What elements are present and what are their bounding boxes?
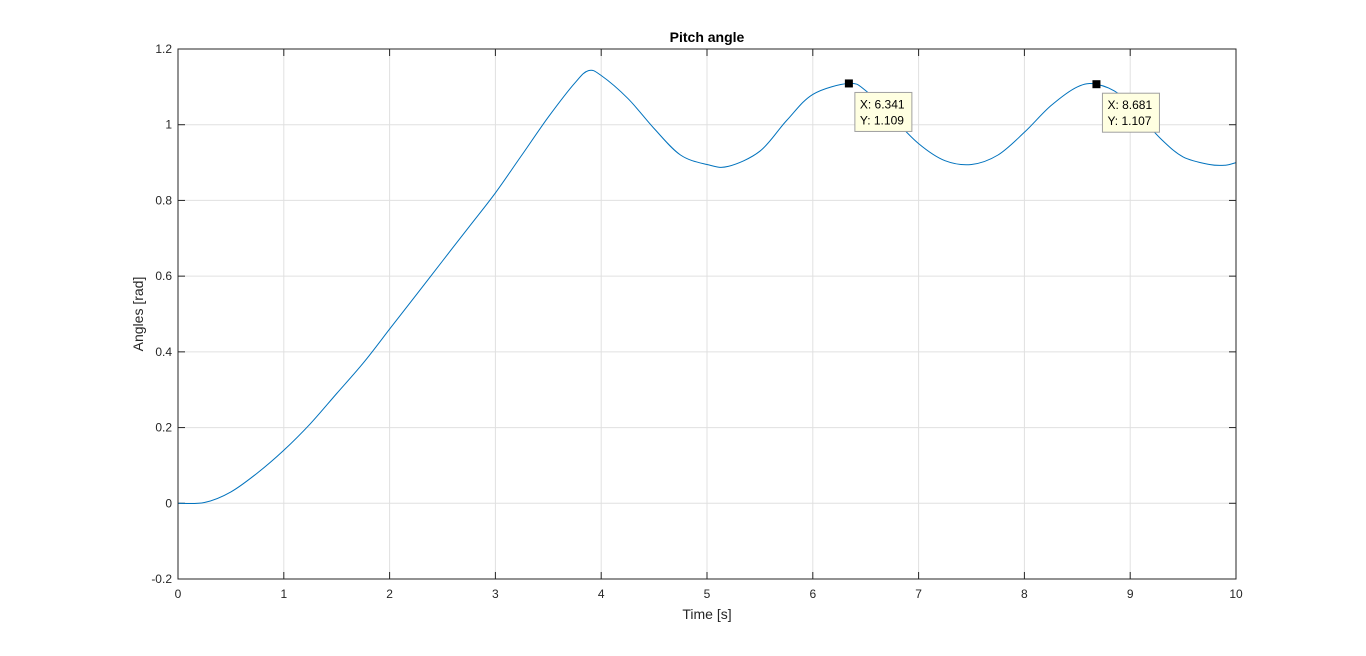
data-tips: X: 6.341 Y: 1.109 X: 8.681 Y: 1.107	[844, 79, 1160, 133]
y-tick-labels: -0.2 0 0.2 0.4 0.6 0.8 1 1.2	[151, 42, 172, 586]
y-tick-label: 0.4	[155, 345, 172, 359]
data-tip-x-text: X: 8.681	[1107, 98, 1152, 112]
y-tick-label: 0.6	[155, 269, 172, 283]
data-tip: X: 8.681 Y: 1.107	[1092, 80, 1160, 133]
y-tick-label: 0	[165, 496, 172, 510]
data-tip-y-text: Y: 1.109	[860, 113, 904, 127]
data-tip-marker	[844, 79, 853, 88]
y-tick-label: 1.2	[155, 42, 172, 56]
x-axis-label: Time [s]	[682, 606, 731, 622]
x-tick-label: 8	[1021, 587, 1028, 601]
chart-title: Pitch angle	[670, 29, 745, 45]
data-tip-x-text: X: 6.341	[860, 97, 905, 111]
data-tip-box	[1101, 92, 1160, 133]
x-tick-label: 5	[704, 587, 711, 601]
y-tick-label: 1	[165, 118, 172, 132]
x-tick-label: 3	[492, 587, 499, 601]
x-tick-label: 1	[280, 587, 287, 601]
x-tick-labels: 0 1 2 3 4 5 6 7 8 9 10	[175, 587, 1243, 601]
data-tip-marker	[1092, 80, 1101, 89]
axes-box	[177, 48, 1237, 580]
x-tick-label: 10	[1229, 587, 1243, 601]
x-tick-label: 7	[915, 587, 922, 601]
y-tick-label: -0.2	[151, 572, 172, 586]
x-tick-label: 9	[1127, 587, 1134, 601]
x-tick-label: 2	[386, 587, 393, 601]
data-tip-y-text: Y: 1.107	[1107, 114, 1151, 128]
x-tick-label: 6	[809, 587, 816, 601]
x-tick-label: 0	[175, 587, 182, 601]
y-tick-label: 0.8	[155, 193, 172, 207]
y-tick-label: 0.2	[155, 421, 172, 435]
data-tip-box	[854, 91, 913, 132]
y-axis-label: Angles [rad]	[130, 277, 146, 352]
x-tick-label: 4	[598, 587, 605, 601]
data-tip: X: 6.341 Y: 1.109	[844, 79, 913, 132]
